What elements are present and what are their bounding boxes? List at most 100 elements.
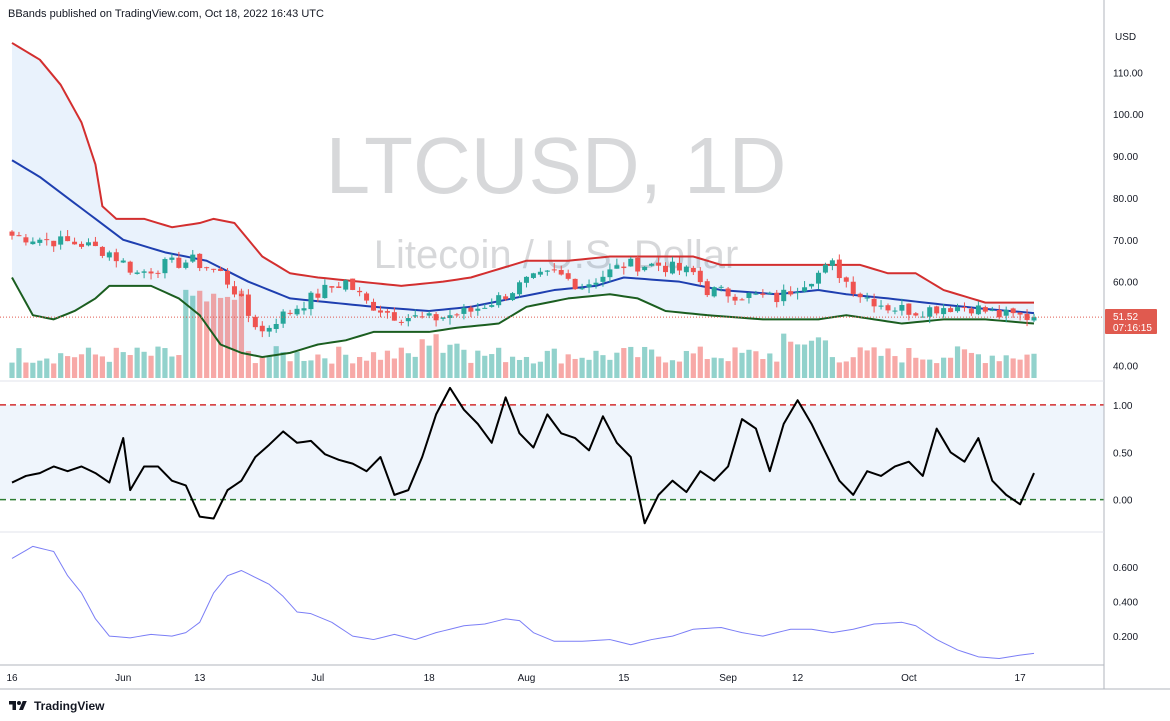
- volume-bar: [99, 356, 105, 378]
- volume-bar: [530, 363, 537, 378]
- volume-bar: [447, 344, 453, 378]
- candle: [982, 305, 988, 314]
- candle: [635, 255, 641, 276]
- volume-bar: [961, 349, 968, 378]
- time-tick-label: Jun: [115, 673, 131, 684]
- footer-brand[interactable]: TradingView: [8, 697, 104, 715]
- candle: [461, 304, 467, 320]
- percent-b-axis[interactable]: 1.00 0.50 0.00: [1113, 401, 1133, 507]
- candle: [496, 292, 502, 308]
- volume-bar: [586, 359, 592, 378]
- candle: [489, 298, 495, 308]
- candle-body: [822, 264, 828, 273]
- volume-bar: [426, 345, 432, 378]
- volume-bar: [781, 333, 787, 378]
- candle-body: [503, 296, 509, 300]
- candle: [857, 292, 863, 303]
- candle-body: [245, 294, 251, 316]
- candle-body: [127, 261, 133, 273]
- candle-body: [885, 305, 891, 311]
- price-candles[interactable]: [0, 230, 1104, 338]
- volume-bar: [308, 360, 314, 378]
- candle-body: [857, 293, 863, 298]
- price-axis[interactable]: 110.00 100.00 90.00 80.00 70.00 60.00 40.00: [1113, 68, 1144, 372]
- volume-bar: [489, 354, 495, 378]
- volume-bar: [537, 361, 543, 378]
- candle-body: [656, 262, 662, 266]
- volume-bar: [183, 289, 189, 378]
- candle-body: [989, 309, 995, 311]
- volume-bar: [899, 362, 905, 378]
- candle: [530, 272, 536, 280]
- volume-bar: [920, 359, 926, 378]
- candle: [795, 287, 801, 300]
- volume-bar: [231, 299, 238, 378]
- candle: [607, 263, 613, 283]
- candle-body: [1010, 308, 1016, 314]
- volume-bar: [433, 334, 439, 378]
- candle: [259, 321, 265, 338]
- candle-body: [537, 271, 543, 275]
- volume-bar: [829, 357, 835, 378]
- volume-bar: [329, 363, 335, 378]
- volume-bar: [51, 363, 57, 378]
- last-price-tag: 51.52 07:16:15: [1105, 309, 1157, 334]
- volume-bar: [815, 337, 822, 378]
- candle-body: [968, 308, 974, 314]
- candle: [357, 287, 363, 297]
- volume-bar: [509, 356, 516, 378]
- candle: [579, 283, 585, 290]
- percent-b-pane: [0, 386, 1104, 525]
- bar-countdown: 07:16:15: [1113, 323, 1152, 334]
- volume-bar: [217, 297, 224, 378]
- volume-bar: [92, 354, 99, 378]
- volume-bar: [607, 359, 613, 378]
- candle: [565, 269, 571, 281]
- time-axis[interactable]: 16 Jun 13 Jul 18 Aug 15 Sep 12 Oct 17: [6, 673, 1026, 684]
- volume-bar: [134, 347, 140, 378]
- candle-body: [72, 241, 78, 245]
- candle-body: [384, 311, 390, 313]
- candle-body: [447, 315, 453, 319]
- candle-body: [683, 266, 689, 273]
- candle-body: [489, 305, 495, 307]
- time-tick-label: Sep: [719, 673, 737, 684]
- candle-body: [809, 283, 815, 287]
- candle: [523, 276, 529, 288]
- volume-bar: [739, 352, 745, 378]
- candle-body: [308, 292, 314, 310]
- volume-bar: [287, 361, 293, 378]
- candle-body: [614, 265, 620, 269]
- candle-body: [1031, 317, 1037, 321]
- candle: [315, 288, 321, 302]
- volume-bar: [266, 355, 272, 378]
- candle: [44, 232, 50, 246]
- candle-body: [433, 314, 439, 321]
- candle-body: [377, 310, 383, 313]
- candle: [732, 294, 738, 306]
- volume-bar: [795, 344, 801, 378]
- candle: [558, 265, 564, 276]
- candle: [503, 293, 509, 301]
- bandwidth-axis[interactable]: 0.600 0.400 0.200: [1113, 563, 1138, 643]
- candle: [1003, 306, 1009, 323]
- volume-bar: [23, 362, 29, 378]
- bandwidth-tick-label: 0.200: [1113, 632, 1138, 643]
- candle-body: [155, 272, 161, 274]
- volume-bar: [558, 363, 564, 378]
- volume-bar: [544, 350, 550, 378]
- candle-body: [517, 282, 523, 295]
- volume-bar: [947, 357, 954, 378]
- candle-body: [329, 286, 335, 288]
- candle: [405, 314, 411, 327]
- volume-bar: [398, 347, 404, 378]
- volume-bar: [892, 356, 898, 378]
- candle-body: [65, 236, 71, 242]
- lower-band-line: [11, 276, 1035, 359]
- candle: [669, 256, 675, 275]
- volume-bar: [127, 355, 133, 378]
- volume-bar: [843, 361, 849, 378]
- volume-bar: [37, 360, 43, 378]
- candle-body: [843, 277, 849, 282]
